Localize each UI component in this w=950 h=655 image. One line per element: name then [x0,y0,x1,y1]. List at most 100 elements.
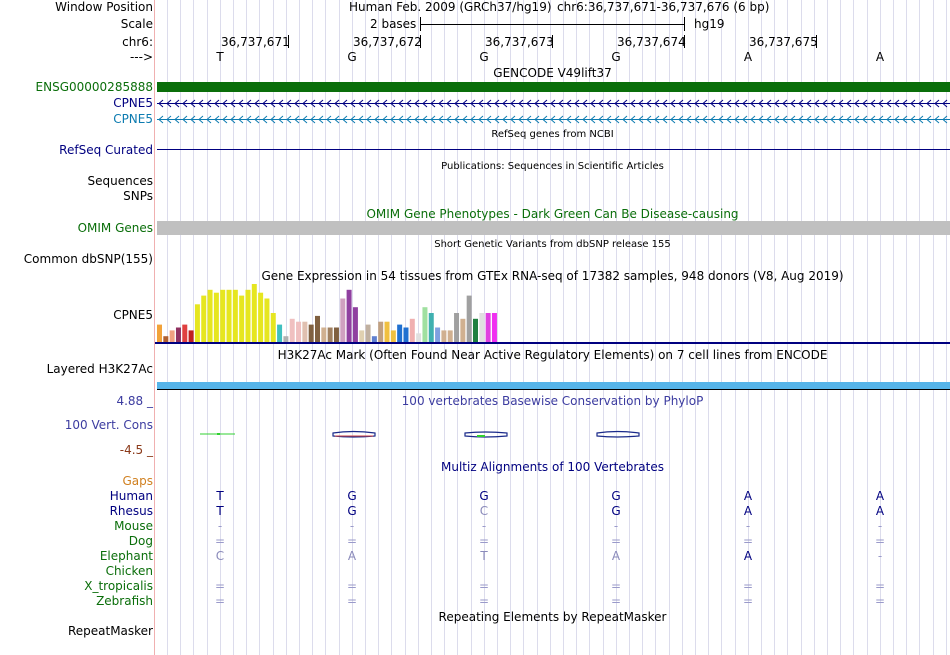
cpne5-alt-transcript-feature[interactable] [157,115,950,124]
species-label[interactable]: Mouse [114,519,153,533]
gtex-expression-chart[interactable] [155,283,950,345]
gtex-tissue-bar[interactable] [371,336,377,342]
gtex-tissue-bar[interactable] [352,307,358,342]
gencode-track-title[interactable]: GENCODE V49lift37 [493,66,612,80]
multiz-gaps-label[interactable]: Gaps [122,474,153,488]
gtex-tissue-bar[interactable] [454,313,460,342]
publications-track-title[interactable]: Publications: Sequences in Scientific Ar… [441,161,664,172]
gtex-tissue-bar[interactable] [213,292,219,342]
gtex-tissue-bar[interactable] [390,330,396,342]
refseq-track-title[interactable]: RefSeq genes from NCBI [491,129,614,140]
gtex-tissue-bar[interactable] [441,330,447,342]
gtex-tissue-bar[interactable] [485,313,491,342]
gtex-tissue-bar[interactable] [473,318,478,342]
phylop-label[interactable]: 100 Vert. Cons [64,418,153,432]
gtex-tissue-bar[interactable] [416,333,422,342]
gtex-tissue-bar[interactable] [340,298,346,343]
gtex-tissue-bar[interactable] [163,336,169,342]
gtex-tissue-bar[interactable] [321,327,327,343]
publications-sequences-label[interactable]: Sequences [87,174,153,188]
gtex-tissue-bar[interactable] [277,324,283,342]
h3k27ac-label[interactable]: Layered H3K27Ac [46,362,153,376]
omim-genes-label[interactable]: OMIM Genes [77,221,153,235]
gtex-gene-label[interactable]: CPNE5 [113,308,153,322]
gtex-tissue-bar[interactable] [447,330,453,342]
refseq-gene-line[interactable] [157,149,950,150]
gtex-tissue-bar[interactable] [194,304,200,342]
gtex-tissue-bar[interactable] [264,298,270,343]
dna-base[interactable]: G [479,50,489,64]
cpne5-transcript-label[interactable]: CPNE5 [113,96,153,110]
phylop-conservation-plot[interactable] [155,428,950,442]
gtex-tissue-bar[interactable] [403,327,409,343]
omim-track-title[interactable]: OMIM Gene Phenotypes - Dark Green Can Be… [366,207,739,221]
gtex-track-title[interactable]: Gene Expression in 54 tissues from GTEx … [261,269,844,283]
cpne5-alt-transcript-label[interactable]: CPNE5 [113,112,153,126]
dna-base[interactable]: A [743,50,753,64]
gtex-tissue-bar[interactable] [479,313,485,342]
gtex-tissue-bar[interactable] [289,318,295,342]
dna-base[interactable]: G [347,50,357,64]
dna-base[interactable]: G [611,50,621,64]
species-aligned-base: = [610,594,622,608]
gtex-tissue-bar[interactable] [491,313,497,342]
gtex-tissue-bar[interactable] [220,289,226,342]
gtex-tissue-bar[interactable] [201,295,207,342]
gtex-tissue-bar[interactable] [378,321,384,342]
gtex-tissue-bar[interactable] [226,289,232,342]
gtex-tissue-bar[interactable] [308,324,314,342]
gtex-tissue-bar[interactable] [207,289,213,342]
gtex-tissue-bar[interactable] [428,313,434,342]
species-label[interactable]: Dog [128,534,153,548]
gtex-tissue-bar[interactable] [157,324,162,342]
gtex-tissue-bar[interactable] [397,324,403,342]
gtex-tissue-bar[interactable] [232,289,238,342]
multiz-track-title[interactable]: Multiz Alignments of 100 Vertebrates [440,460,665,474]
h3k27ac-track-title[interactable]: H3K27Ac Mark (Often Found Near Active Re… [277,348,828,362]
h3k27ac-signal-band[interactable] [157,382,950,389]
gtex-tissue-bar[interactable] [270,313,276,342]
species-label[interactable]: Zebrafish [96,594,153,608]
gtex-tissue-bar[interactable] [258,292,264,342]
gtex-tissue-bar[interactable] [422,307,428,342]
gtex-tissue-bar[interactable] [315,315,320,342]
gtex-tissue-bar[interactable] [182,324,188,342]
dbsnp-label[interactable]: Common dbSNP(155) [23,252,153,266]
dna-base[interactable]: T [216,50,224,64]
species-label[interactable]: Elephant [99,549,153,563]
gtex-tissue-bar[interactable] [188,330,194,342]
gtex-tissue-bar[interactable] [169,330,175,342]
gtex-tissue-bar[interactable] [251,284,257,342]
cpne5-transcript-feature[interactable] [157,99,950,108]
gtex-tissue-bar[interactable] [245,289,251,342]
gtex-tissue-bar[interactable] [283,336,289,342]
omim-feature-bar[interactable] [157,221,950,235]
gtex-tissue-bar[interactable] [296,321,302,342]
gtex-tissue-bar[interactable] [333,327,339,343]
gtex-tissue-bar[interactable] [327,327,333,343]
gencode-gene-bar[interactable] [157,82,950,92]
dbsnp-track-title[interactable]: Short Genetic Variants from dbSNP releas… [434,239,671,250]
gtex-tissue-bar[interactable] [409,318,415,342]
species-label[interactable]: X_tropicalis [84,579,153,593]
species-label[interactable]: Chicken [105,564,153,578]
gtex-tissue-bar[interactable] [346,289,352,342]
gtex-tissue-bar[interactable] [302,321,308,342]
gtex-tissue-bar[interactable] [460,318,466,342]
gencode-gene-label[interactable]: ENSG00000285888 [35,80,153,94]
publications-snps-label[interactable]: SNPs [123,189,153,203]
refseq-curated-label[interactable]: RefSeq Curated [59,143,153,157]
gtex-tissue-bar[interactable] [365,324,371,342]
gtex-tissue-bar[interactable] [384,321,390,342]
repeatmasker-label[interactable]: RepeatMasker [67,624,153,638]
species-label[interactable]: Human [109,489,153,503]
gtex-tissue-bar[interactable] [175,327,181,343]
gtex-tissue-bar[interactable] [359,330,365,342]
species-label[interactable]: Rhesus [109,504,153,518]
repeatmasker-track-title[interactable]: Repeating Elements by RepeatMasker [438,610,667,624]
phylop-track-title[interactable]: 100 vertebrates Basewise Conservation by… [401,394,704,408]
gtex-tissue-bar[interactable] [239,295,245,342]
dna-base[interactable]: A [875,50,885,64]
gtex-tissue-bar[interactable] [466,295,472,342]
gtex-tissue-bar[interactable] [435,327,441,343]
